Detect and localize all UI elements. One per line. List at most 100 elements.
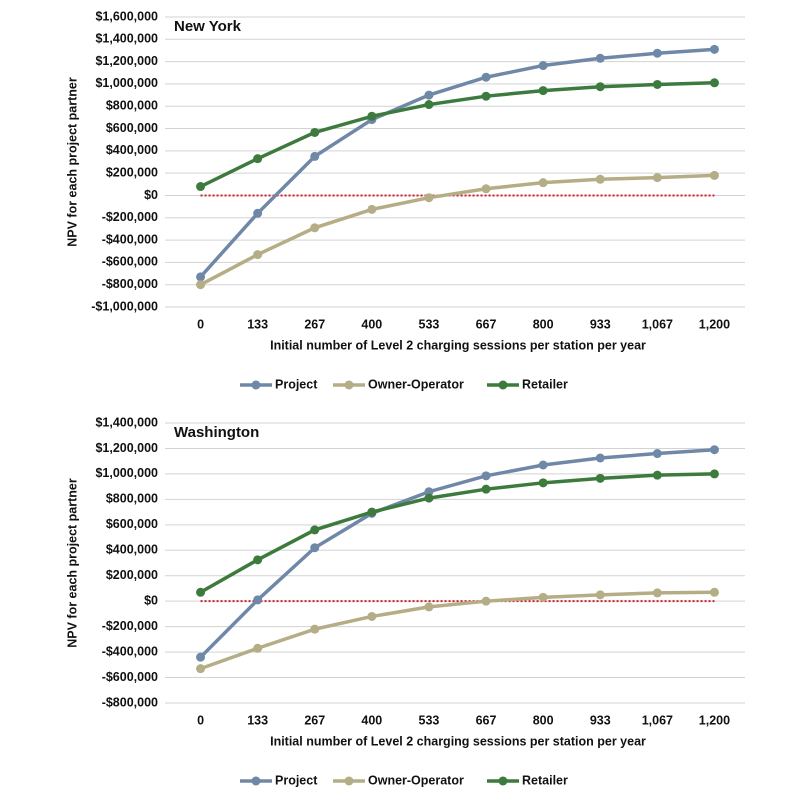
data-point — [481, 471, 491, 481]
series-line — [199, 47, 715, 279]
x-tick-label: 800 — [533, 317, 554, 331]
x-tick-label: 133 — [247, 713, 268, 727]
x-tick-label: 1,067 — [642, 317, 673, 331]
data-point — [310, 151, 320, 161]
data-point — [253, 643, 263, 653]
data-point — [310, 525, 320, 535]
data-point — [424, 493, 434, 503]
y-axis-label: NPV for each project partner — [65, 77, 79, 247]
data-point — [310, 624, 320, 634]
data-point — [481, 596, 491, 606]
data-point — [196, 280, 206, 290]
legend-marker — [344, 380, 354, 390]
data-point — [196, 587, 206, 597]
data-point — [367, 204, 377, 214]
y-tick-label: $600,000 — [106, 121, 158, 135]
x-tick-label: 400 — [361, 713, 382, 727]
y-tick-label: $1,200,000 — [95, 54, 158, 68]
data-point — [595, 174, 605, 184]
data-point — [481, 184, 491, 194]
y-axis-label: NPV for each project partner — [65, 478, 79, 648]
y-tick-label: $200,000 — [106, 568, 158, 582]
y-tick-label: $800,000 — [106, 492, 158, 506]
legend-label: Owner-Operator — [368, 377, 464, 391]
y-tick-label: $1,000,000 — [95, 76, 158, 90]
data-point — [481, 484, 491, 494]
data-point — [709, 587, 719, 597]
data-point — [481, 91, 491, 101]
data-point — [196, 664, 206, 674]
y-tick-label: $1,400,000 — [95, 415, 158, 429]
data-point — [367, 111, 377, 121]
y-tick-label: $1,000,000 — [95, 466, 158, 480]
data-point — [538, 592, 548, 602]
x-tick-label: 1,200 — [699, 713, 730, 727]
x-tick-label: 800 — [533, 713, 554, 727]
data-point — [652, 449, 662, 459]
x-tick-label: 933 — [590, 713, 611, 727]
data-point — [424, 90, 434, 100]
y-tick-label: $0 — [144, 593, 158, 607]
x-axis-label: Initial number of Level 2 charging sessi… — [270, 338, 646, 352]
data-point — [709, 445, 719, 455]
data-point — [196, 652, 206, 662]
data-point — [595, 453, 605, 463]
x-tick-label: 1,067 — [642, 713, 673, 727]
data-point — [253, 208, 263, 218]
y-tick-label: $200,000 — [106, 165, 158, 179]
y-tick-label: $400,000 — [106, 143, 158, 157]
x-tick-label: 533 — [419, 713, 440, 727]
y-tick-label: -$1,000,000 — [91, 299, 158, 313]
y-tick-label: $1,600,000 — [95, 9, 158, 23]
x-axis-label: Initial number of Level 2 charging sessi… — [270, 734, 646, 748]
x-tick-label: 667 — [476, 317, 497, 331]
y-tick-label: $1,400,000 — [95, 32, 158, 46]
chart-title: Washington — [174, 424, 259, 441]
data-point — [652, 48, 662, 58]
data-point — [310, 543, 320, 553]
y-tick-label: $600,000 — [106, 517, 158, 531]
legend-label: Retailer — [522, 773, 568, 787]
y-tick-label: $0 — [144, 188, 158, 202]
x-tick-label: 400 — [361, 317, 382, 331]
data-point — [709, 78, 719, 88]
y-tick-label: -$800,000 — [102, 695, 158, 709]
data-point — [253, 595, 263, 605]
chart-title: New York — [174, 18, 242, 35]
series-line — [199, 590, 715, 671]
data-point — [538, 86, 548, 96]
data-point — [253, 154, 263, 164]
x-tick-label: 1,200 — [699, 317, 730, 331]
data-point — [424, 100, 434, 110]
data-point — [367, 507, 377, 517]
x-tick-label: 133 — [247, 317, 268, 331]
y-tick-label: -$600,000 — [102, 670, 158, 684]
y-tick-label: -$800,000 — [102, 277, 158, 291]
data-point — [652, 173, 662, 183]
data-point — [538, 478, 548, 488]
data-point — [652, 588, 662, 598]
x-tick-label: 933 — [590, 317, 611, 331]
x-tick-label: 267 — [304, 713, 325, 727]
y-tick-label: -$400,000 — [102, 232, 158, 246]
data-point — [652, 470, 662, 480]
data-point — [709, 469, 719, 479]
data-point — [595, 82, 605, 92]
legend-label: Owner-Operator — [368, 773, 464, 787]
data-point — [595, 590, 605, 600]
legend-marker — [344, 776, 354, 786]
data-point — [538, 460, 548, 470]
data-point — [253, 555, 263, 565]
series-line — [199, 472, 715, 594]
data-point — [424, 602, 434, 612]
data-point — [367, 611, 377, 621]
data-point — [253, 250, 263, 260]
data-point — [196, 182, 206, 192]
data-point — [424, 193, 434, 203]
series-line — [199, 81, 715, 189]
legend-marker — [498, 776, 508, 786]
y-tick-label: -$600,000 — [102, 255, 158, 269]
y-tick-label: $1,200,000 — [95, 441, 158, 455]
series-line — [199, 173, 715, 287]
